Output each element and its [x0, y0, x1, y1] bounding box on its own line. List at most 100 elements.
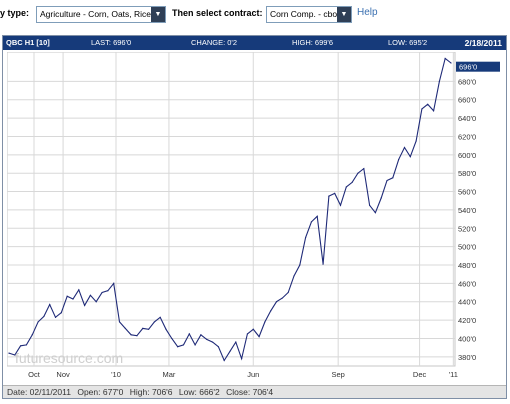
y-tick-label: 500'0	[458, 243, 476, 252]
x-tick-label: '10	[111, 370, 121, 379]
price-point	[171, 337, 173, 340]
status-low: Low: 666'2	[178, 387, 220, 397]
y-tick-label: 540'0	[458, 206, 476, 215]
price-point	[398, 158, 400, 161]
x-tick-label: Dec	[413, 370, 427, 379]
price-point	[299, 264, 301, 266]
last-price-label: 696'0	[459, 63, 477, 72]
price-point	[235, 341, 237, 343]
price-point	[310, 221, 313, 223]
price-point	[130, 334, 132, 336]
price-point	[252, 328, 254, 330]
status-close: Close: 706'4	[226, 387, 274, 397]
y-tick-label: 600'0	[458, 151, 476, 160]
price-point	[31, 334, 33, 336]
price-change: CHANGE: 0'2	[191, 38, 238, 47]
contract-dropdown[interactable]: Corn Comp. - cbot ▼	[266, 6, 352, 23]
quote-date: 2/18/2011	[464, 38, 502, 48]
price-point	[305, 236, 307, 239]
price-point	[206, 338, 208, 340]
contract-symbol: QBC H1 [10]	[6, 38, 50, 47]
x-tick-label: Sep	[331, 370, 344, 379]
price-point	[363, 168, 365, 170]
price-point	[438, 80, 440, 82]
price-point	[380, 197, 382, 199]
price-point	[258, 336, 260, 338]
price-point	[136, 335, 138, 337]
price-point	[339, 204, 342, 206]
plot-area: 380'0 400'0 420'0 440'0 460'0 480'0 500'0 520'0…	[7, 52, 502, 385]
price-point	[78, 289, 80, 291]
watermark-logo: futuresource.com	[15, 350, 123, 366]
price-point	[246, 333, 249, 335]
price-point	[107, 290, 109, 292]
price-point	[72, 298, 74, 300]
y-tick-label: 460'0	[458, 279, 476, 288]
price-point	[66, 295, 68, 297]
x-tick-label: Mar	[162, 370, 175, 379]
price-point	[43, 315, 45, 318]
category-label: y type:	[0, 8, 30, 18]
y-tick-label: 420'0	[458, 316, 476, 325]
price-point	[287, 291, 289, 294]
chevron-down-icon[interactable]: ▼	[151, 7, 165, 22]
price-point	[49, 303, 51, 306]
x-tick-label: Jun	[247, 370, 259, 379]
price-point	[54, 316, 57, 318]
status-open: Open: 677'0	[77, 387, 124, 397]
price-point	[182, 344, 185, 346]
price-point	[217, 346, 219, 348]
price-point	[421, 108, 423, 110]
price-point	[25, 344, 28, 346]
help-link[interactable]: Help	[357, 7, 378, 18]
y-tick-label: 560'0	[458, 188, 476, 197]
price-point	[159, 316, 161, 318]
y-tick-label: 580'0	[458, 169, 476, 178]
price-point	[293, 275, 295, 277]
price-point	[8, 352, 10, 354]
price-point	[392, 177, 394, 179]
last-price: LAST: 696'0	[91, 38, 132, 47]
x-tick-label: Oct	[28, 370, 41, 379]
price-point	[37, 321, 39, 323]
price-point	[328, 195, 330, 197]
price-point	[153, 321, 155, 323]
price-point	[177, 346, 179, 348]
price-point	[229, 350, 231, 352]
price-point	[211, 341, 214, 343]
price-point	[281, 297, 283, 299]
price-point	[316, 215, 318, 217]
price-point	[124, 327, 126, 329]
price-point	[264, 321, 266, 323]
category-dropdown[interactable]: Agriculture - Corn, Oats, Rice ▼	[36, 6, 166, 23]
x-tick-label: Nov	[56, 370, 70, 379]
status-high: High: 706'6	[129, 387, 173, 397]
price-point	[386, 179, 388, 182]
price-point	[60, 312, 62, 314]
price-point	[444, 57, 446, 60]
y-tick-label: 640'0	[458, 114, 476, 123]
price-point	[118, 321, 121, 323]
chevron-down-icon[interactable]: ▼	[337, 7, 351, 22]
contract-label: Then select contract:	[172, 8, 263, 18]
contract-selector-bar: y type: Agriculture - Corn, Oats, Rice ▼…	[0, 0, 510, 30]
chart-header: QBC H1 [10] LAST: 696'0 CHANGE: 0'2 HIGH…	[3, 36, 506, 50]
y-tick-label: 660'0	[458, 96, 476, 105]
price-point	[101, 291, 103, 294]
y-tick-label: 680'0	[458, 77, 476, 86]
price-point	[432, 110, 435, 112]
price-point	[223, 359, 225, 362]
price-point	[427, 103, 429, 105]
price-point	[165, 328, 167, 330]
price-point	[188, 333, 190, 335]
price-point	[357, 172, 359, 174]
price-point	[409, 156, 411, 158]
contract-dropdown-value: Corn Comp. - cbot	[270, 9, 340, 19]
chart-svg: 380'0 400'0 420'0 440'0 460'0 480'0 500'0 520'0…	[7, 52, 500, 379]
price-point	[351, 181, 353, 183]
plot-border	[7, 52, 456, 367]
y-tick-label: 520'0	[458, 224, 476, 233]
price-point	[113, 282, 115, 284]
y-tick-label: 400'0	[458, 334, 476, 343]
low-price: LOW: 695'2	[388, 38, 428, 47]
